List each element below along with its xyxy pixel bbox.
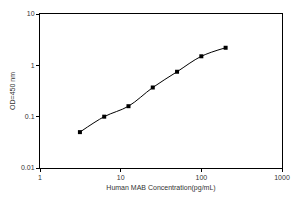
svg-text:Human MAB Concentration(pg/mL): Human MAB Concentration(pg/mL) (106, 184, 215, 192)
svg-text:0.01: 0.01 (21, 164, 35, 171)
svg-text:10: 10 (27, 10, 35, 17)
svg-text:1000: 1000 (274, 174, 290, 181)
svg-text:0.1: 0.1 (25, 113, 35, 120)
svg-text:OD=450 nm: OD=450 nm (9, 72, 16, 110)
svg-text:1: 1 (31, 62, 35, 69)
svg-text:100: 100 (195, 174, 207, 181)
svg-text:10: 10 (117, 174, 125, 181)
svg-text:1: 1 (38, 174, 42, 181)
